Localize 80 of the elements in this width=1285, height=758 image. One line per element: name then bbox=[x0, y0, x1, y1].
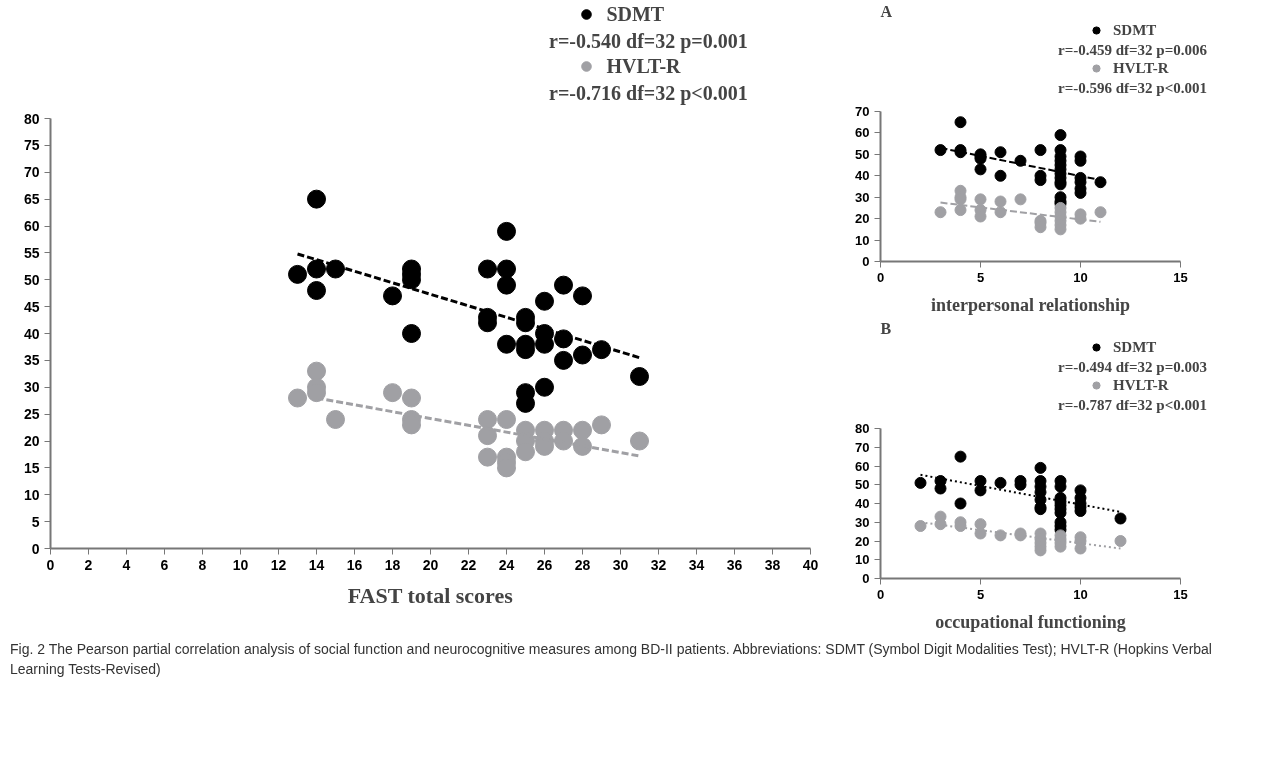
x-tick-label: 14 bbox=[308, 556, 325, 573]
text: r=-0.787 df=32 p<0.001 bbox=[1058, 396, 1207, 413]
y-tick-label: 60 bbox=[855, 125, 870, 141]
y-tick-label: 70 bbox=[23, 164, 40, 181]
x-tick-label: 38 bbox=[764, 556, 781, 573]
y-tick-label: 20 bbox=[855, 533, 870, 549]
y-tick-label: 10 bbox=[855, 232, 870, 248]
y-tick-label: 70 bbox=[855, 104, 870, 119]
y-tick-label: 0 bbox=[862, 254, 870, 269]
y-tick-label: 30 bbox=[855, 514, 870, 530]
y-tick-label: 55 bbox=[23, 244, 40, 261]
y-tick-label: 70 bbox=[855, 439, 870, 455]
x-tick-label: 30 bbox=[612, 556, 629, 573]
x-tick-label: 28 bbox=[574, 556, 591, 573]
text: r=-0.459 df=32 p=0.006 bbox=[1058, 41, 1208, 58]
y-tick-label: 50 bbox=[855, 477, 870, 493]
y-tick-label: 25 bbox=[23, 406, 40, 423]
x-axis-title: occupational functioning bbox=[935, 611, 1126, 632]
x-tick-label: 20 bbox=[422, 556, 439, 573]
y-tick-label: 80 bbox=[855, 421, 870, 436]
x-tick-label: 18 bbox=[384, 556, 401, 573]
chart-title: A bbox=[880, 2, 893, 20]
x-tick-label: 22 bbox=[460, 556, 477, 573]
x-tick-label: 15 bbox=[1173, 586, 1188, 602]
chart-title: B bbox=[880, 319, 892, 337]
legend-label: SDMT bbox=[1113, 338, 1157, 356]
legend-label: SDMT bbox=[1113, 21, 1157, 39]
legend-label: HVLT-R bbox=[1113, 376, 1169, 394]
x-tick-label: 6 bbox=[160, 556, 169, 573]
x-tick-label: 10 bbox=[232, 556, 249, 573]
y-tick-label: 0 bbox=[31, 540, 40, 557]
legend-label: SDMT bbox=[606, 2, 665, 26]
x-tick-label: 40 bbox=[802, 556, 819, 573]
y-tick-label: 30 bbox=[23, 379, 40, 396]
x-tick-label: 5 bbox=[976, 586, 985, 602]
y-tick-label: 5 bbox=[31, 513, 40, 530]
legend-label: HVLT-R bbox=[1113, 59, 1169, 77]
x-tick-label: 16 bbox=[346, 556, 363, 573]
x-tick-label: 36 bbox=[726, 556, 743, 573]
x-tick-label: 0 bbox=[876, 269, 885, 285]
y-tick-label: 60 bbox=[23, 218, 40, 234]
y-tick-label: 40 bbox=[855, 168, 870, 184]
x-tick-label: 8 bbox=[198, 556, 207, 573]
text: r=-0.596 df=32 p<0.001 bbox=[1058, 79, 1207, 96]
y-tick-label: 40 bbox=[23, 325, 40, 342]
y-tick-label: 30 bbox=[855, 189, 870, 205]
x-axis-title: interpersonal relationship bbox=[930, 294, 1131, 315]
y-tick-label: 35 bbox=[23, 352, 40, 369]
x-axis-title: FAST total scores bbox=[347, 582, 514, 608]
y-tick-label: 80 bbox=[23, 110, 40, 127]
x-tick-label: 4 bbox=[122, 556, 131, 573]
legend-label: HVLT-R bbox=[606, 54, 681, 78]
y-tick-label: 60 bbox=[855, 458, 870, 474]
x-tick-label: 15 bbox=[1173, 269, 1188, 285]
x-tick-label: 0 bbox=[876, 586, 885, 602]
y-tick-label: 50 bbox=[855, 146, 870, 162]
x-tick-label: 12 bbox=[270, 556, 287, 573]
y-tick-label: 45 bbox=[23, 298, 40, 315]
y-tick-label: 20 bbox=[855, 211, 870, 227]
text: r=-0.540 df=32 p=0.001 bbox=[549, 29, 748, 53]
x-tick-label: 26 bbox=[536, 556, 553, 573]
x-tick-label: 5 bbox=[976, 269, 985, 285]
x-tick-label: 10 bbox=[1073, 586, 1088, 602]
x-tick-label: 24 bbox=[498, 556, 515, 573]
text: r=-0.716 df=32 p<0.001 bbox=[549, 81, 748, 105]
text: r=-0.494 df=32 p=0.003 bbox=[1058, 358, 1207, 375]
x-tick-label: 0 bbox=[46, 556, 55, 573]
y-tick-label: 40 bbox=[855, 496, 870, 511]
x-tick-label: 10 bbox=[1073, 269, 1088, 285]
caption: Fig. 2 The Pearson partial correlation analysis of social function and neurocognitive measures among BD-II patients. Abbreviations: SDMT (Symbol Digit Modalities Test); HVLT-R (Hopkins Verbal Learning Tests-Revised) bbox=[10, 640, 1213, 679]
x-tick-label: 32 bbox=[650, 556, 667, 573]
x-tick-label: 2 bbox=[84, 556, 93, 573]
y-tick-label: 0 bbox=[862, 571, 870, 586]
y-tick-label: 15 bbox=[23, 459, 40, 476]
y-tick-label: 50 bbox=[23, 271, 40, 288]
x-tick-label: 34 bbox=[688, 556, 705, 573]
y-tick-label: 75 bbox=[23, 137, 40, 154]
y-tick-label: 65 bbox=[23, 191, 40, 208]
y-tick-label: 20 bbox=[23, 433, 40, 449]
y-tick-label: 10 bbox=[23, 486, 40, 503]
